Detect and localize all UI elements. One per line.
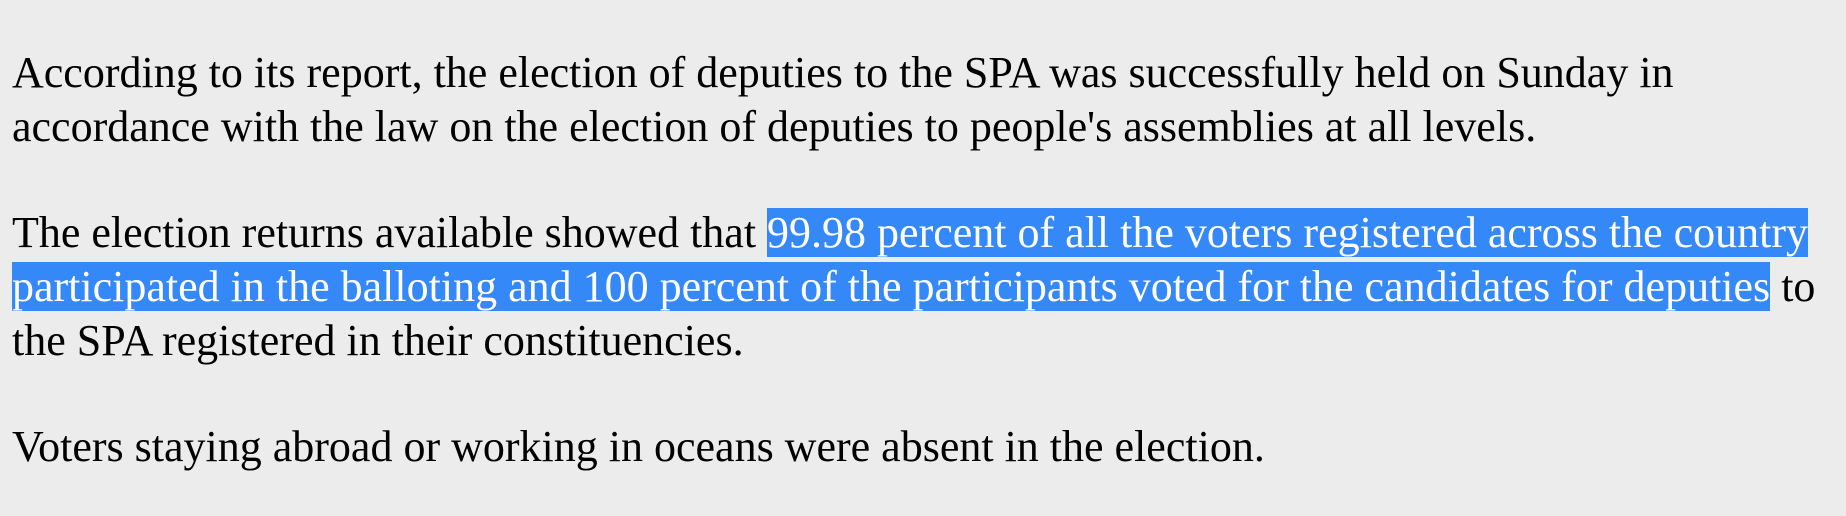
paragraph-text: Voters staying abroad or working in ocea… bbox=[12, 422, 1265, 471]
document: According to its report, the election of… bbox=[12, 46, 1830, 474]
paragraph: Voters staying abroad or working in ocea… bbox=[12, 420, 1830, 474]
paragraph-text: to the SPA registered in their constitue… bbox=[12, 262, 1816, 365]
paragraph-text: The election returns available showed th… bbox=[12, 208, 768, 257]
paragraph-text: According to its report, the election of… bbox=[12, 48, 1674, 151]
paragraph: According to its report, the election of… bbox=[12, 46, 1830, 154]
paragraph: The election returns available showed th… bbox=[12, 206, 1830, 368]
